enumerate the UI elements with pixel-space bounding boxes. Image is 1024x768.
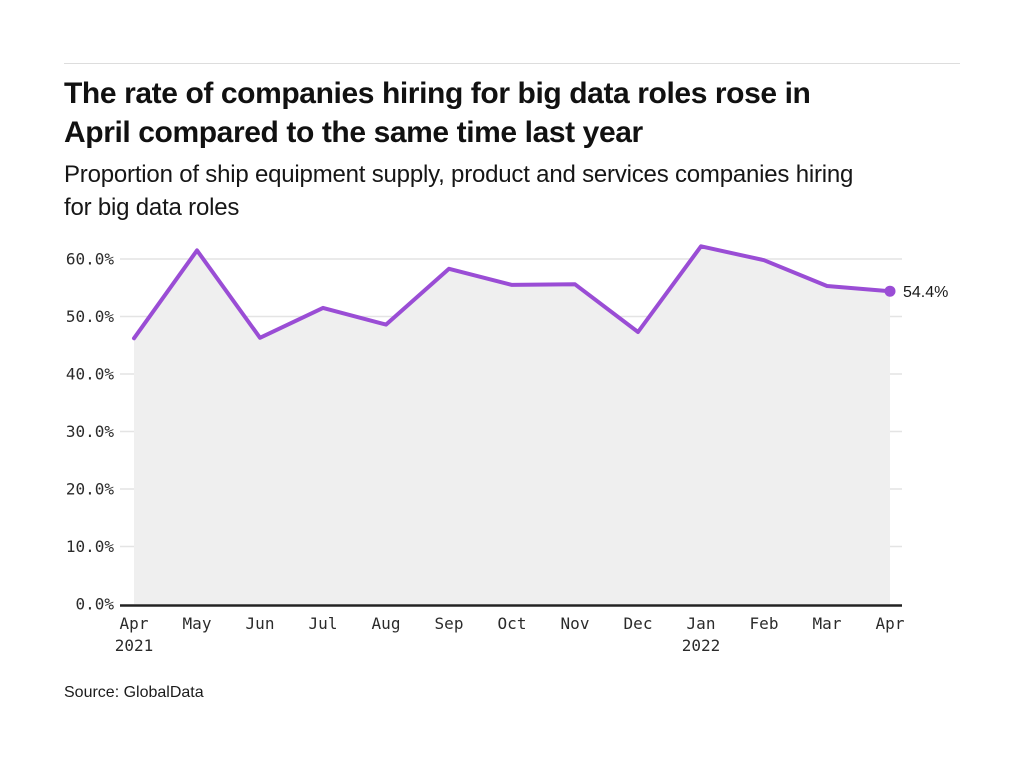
area-fill [134,246,890,605]
source-text: Source: GlobalData [64,684,204,701]
year-label: 2022 [682,636,721,655]
y-tick-label: 20.0% [66,480,115,499]
x-tick-label: Feb [750,614,779,633]
page-title-line-2: April compared to the same time last yea… [64,116,643,149]
page-subtitle-line-2: for big data roles [64,194,240,221]
page-subtitle-line-1: Proportion of ship equipment supply, pro… [64,161,854,188]
trend-line [132,244,892,341]
y-tick-label: 40.0% [66,365,115,384]
x-tick-label: Mar [813,614,842,633]
top-divider [64,63,960,64]
end-value-label: 54.4% [903,284,948,301]
x-tick-label: Nov [561,614,590,633]
x-tick-label: Apr [876,614,905,633]
page-subtitle: Proportion of ship equipment supply, pro… [64,158,853,224]
y-tick-label: 0.0% [75,595,114,614]
x-tick-label: Apr [120,614,149,633]
x-tick-label: Jul [309,614,338,633]
x-tick-label: Oct [498,614,527,633]
y-tick-label: 50.0% [66,307,115,326]
x-tick-label: Jan [687,614,716,633]
y-tick-label: 30.0% [66,422,115,441]
y-tick-label: 60.0% [66,250,115,269]
page-title: The rate of companies hiring for big dat… [64,74,811,152]
x-tick-label: May [183,614,212,633]
x-tick-label: Aug [372,614,401,633]
end-point-dot [884,285,896,297]
x-tick-label: Jun [246,614,275,633]
x-tick-label: Dec [624,614,653,633]
y-tick-label: 10.0% [66,537,115,556]
year-label: 2021 [115,636,154,655]
x-tick-label: Sep [435,614,464,633]
page-title-line-1: The rate of companies hiring for big dat… [64,77,811,110]
